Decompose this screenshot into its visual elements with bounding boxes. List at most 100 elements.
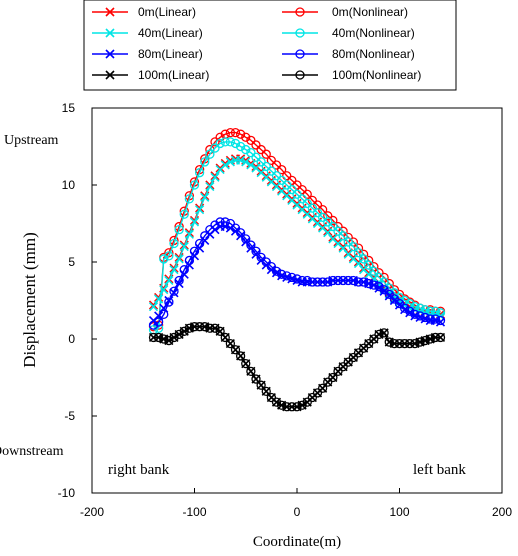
data-point [261, 161, 271, 172]
x-axis-label: Coordinate(m) [253, 534, 341, 550]
data-point [179, 242, 189, 252]
data-point [384, 283, 394, 293]
data-point [374, 281, 384, 292]
data-point [353, 248, 364, 258]
data-point [420, 312, 430, 323]
x-tick-label: 100 [389, 505, 409, 519]
data-point [251, 374, 261, 384]
data-point [302, 397, 312, 407]
legend-item: 100m(Nonlinear) [282, 68, 421, 82]
series-100m-linear- [148, 322, 446, 412]
data-point [379, 285, 389, 295]
data-point [205, 225, 215, 235]
data-point [251, 246, 261, 256]
data-point [405, 306, 415, 316]
data-point [328, 221, 338, 232]
data-point [174, 254, 184, 264]
data-point [328, 215, 338, 226]
data-point [399, 338, 410, 349]
legend-marker [105, 70, 115, 80]
data-point [241, 144, 251, 155]
data-point [241, 358, 251, 369]
data-point [328, 372, 338, 383]
legend-label: 0m(Nonlinear) [332, 5, 408, 19]
data-point [358, 343, 369, 353]
x-tick-label: -200 [80, 505, 104, 519]
data-point [236, 155, 246, 165]
data-point [235, 228, 246, 238]
data-point [256, 157, 266, 167]
series-line [153, 326, 441, 408]
data-point [174, 225, 184, 235]
data-point [210, 143, 220, 153]
data-point [394, 298, 405, 309]
data-point [159, 254, 169, 264]
data-point [230, 223, 241, 233]
data-point [225, 127, 236, 138]
data-point [220, 217, 230, 227]
data-point [323, 217, 333, 227]
data-point [148, 302, 159, 312]
data-point [410, 309, 420, 320]
data-point [343, 275, 353, 286]
data-point [194, 238, 205, 249]
data-point [430, 332, 441, 343]
data-point [251, 152, 261, 162]
data-point [307, 277, 318, 287]
data-point [312, 277, 323, 287]
data-point [435, 332, 446, 343]
series-layer [148, 127, 446, 412]
data-point [169, 238, 179, 249]
axis-ticks: -200 -100 0 100 200 -10 -5 0 5 10 15 [58, 101, 513, 519]
data-point [266, 392, 277, 403]
data-point [282, 171, 292, 181]
legend-marker [295, 7, 305, 17]
data-point [394, 292, 405, 303]
data-point [215, 138, 225, 149]
data-point [389, 288, 400, 298]
legend-item: 40m(Linear) [92, 26, 203, 40]
legend-marker [105, 7, 115, 17]
data-point [220, 137, 230, 147]
series-line [153, 221, 441, 326]
data-point [153, 317, 164, 327]
data-point [205, 181, 215, 192]
data-point [312, 388, 323, 398]
data-point [430, 314, 441, 324]
data-point [205, 323, 215, 333]
data-point [205, 149, 215, 159]
y-tick-label: 10 [62, 178, 76, 192]
data-point [164, 275, 174, 286]
data-point [251, 140, 261, 150]
data-point [153, 332, 164, 343]
data-point [297, 194, 307, 204]
y-tick-label: 5 [68, 255, 75, 269]
data-point [210, 172, 220, 182]
data-point [215, 217, 225, 227]
data-point [179, 209, 189, 219]
data-point [374, 329, 384, 340]
data-point [179, 326, 189, 336]
data-point [148, 320, 159, 330]
data-point [364, 338, 374, 349]
data-point [164, 297, 174, 307]
x-tick-label: -100 [182, 505, 206, 519]
plot-frame [91, 107, 503, 494]
x-tick-label: 200 [492, 505, 512, 519]
data-point [276, 400, 287, 410]
data-point [266, 166, 277, 176]
legend-marker [295, 70, 305, 80]
data-point [271, 160, 282, 170]
legend-item: 40m(Nonlinear) [282, 26, 415, 40]
legend-label: 40m(Linear) [138, 26, 203, 40]
data-point [225, 157, 235, 167]
y-tick-label: 0 [68, 332, 75, 346]
data-point [200, 192, 210, 202]
data-point [194, 168, 205, 178]
data-point [333, 275, 343, 286]
data-point [246, 240, 256, 250]
data-point [420, 335, 430, 346]
data-point [184, 194, 195, 204]
data-point [241, 234, 251, 244]
